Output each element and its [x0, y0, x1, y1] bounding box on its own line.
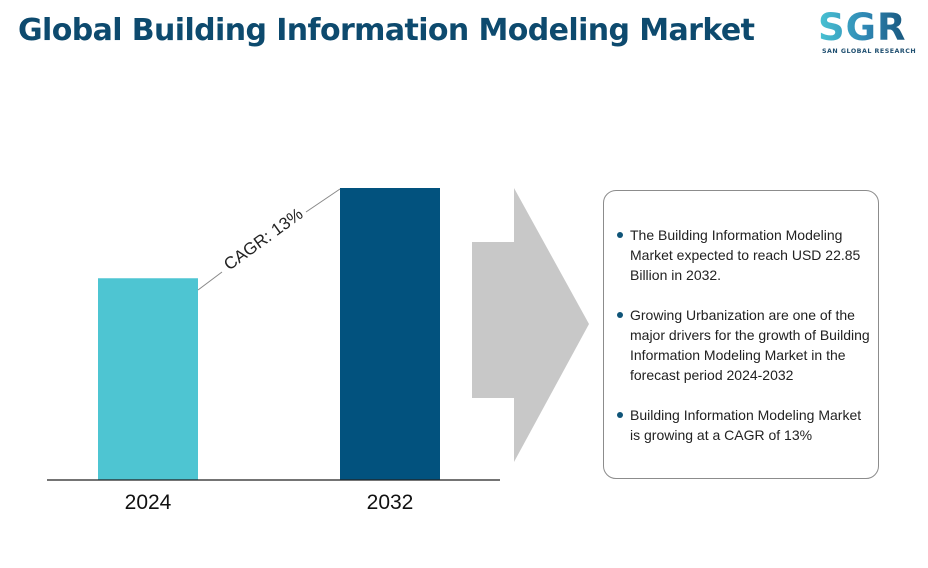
bullet-item: Building Information Modeling Market is …: [617, 405, 875, 445]
cagr-connector-upper: [305, 188, 341, 213]
bullet-item: Growing Urbanization are one of the majo…: [617, 305, 875, 385]
cagr-connector-lower: [197, 271, 223, 291]
bullet-item: The Building Information Modeling Market…: [617, 225, 875, 285]
page-title: Global Building Information Modeling Mar…: [18, 13, 755, 48]
bar-2024: [98, 278, 198, 480]
logo-tagline: SAN GLOBAL RESEARCH: [822, 48, 917, 55]
bar-2032: [340, 188, 440, 480]
cagr-annotation: CAGR: 13%: [197, 188, 341, 291]
bullet-list: The Building Information Modeling Market…: [617, 225, 875, 465]
logo-letters: SGR: [818, 6, 907, 49]
right-arrow-icon: [472, 188, 589, 462]
sgr-logo: SGR SAN GLOBAL RESEARCH: [810, 6, 922, 58]
x-tick-label: 2032: [367, 491, 414, 514]
info-panel: The Building Information Modeling Market…: [603, 190, 879, 479]
x-tick-label: 2024: [125, 491, 172, 514]
cagr-label: CAGR: 13%: [220, 204, 306, 274]
